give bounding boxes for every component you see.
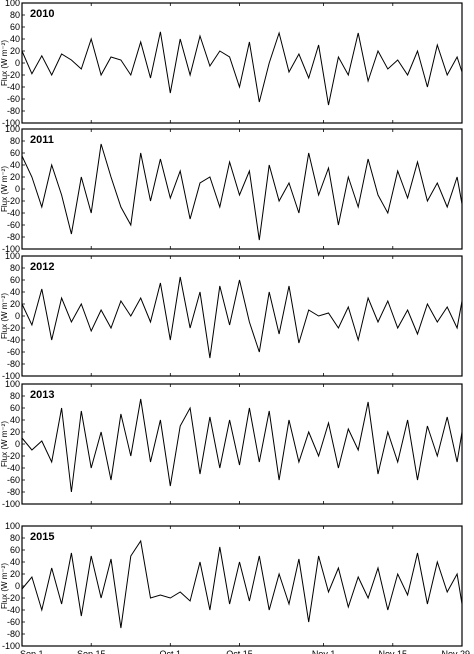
panel-frame [21, 255, 463, 377]
y-tick-label: 0 [15, 184, 20, 194]
x-tick-label: Oct 15 [226, 649, 253, 654]
y-tick-label: 40 [10, 160, 20, 170]
y-tick-label: -60 [7, 617, 20, 627]
y-tick-label: 80 [10, 533, 20, 543]
y-tick-label: -80 [7, 359, 20, 369]
y-tick-label: -100 [2, 499, 20, 509]
y-tick-label: -40 [7, 605, 20, 615]
y-tick-label: 40 [10, 557, 20, 567]
y-tick-label: 100 [5, 251, 20, 261]
y-tick-label: 100 [5, 521, 20, 531]
y-tick-label: 80 [10, 136, 20, 146]
series-line [21, 398, 463, 493]
x-tick-label: Nov 29 [441, 649, 470, 654]
y-tick-label: 40 [10, 287, 20, 297]
y-tick-label: 40 [10, 415, 20, 425]
y-tick-label: 20 [10, 569, 20, 579]
x-tick-label: Oct 1 [160, 649, 182, 654]
y-tick-label: -100 [2, 641, 20, 651]
series-line [21, 539, 463, 629]
y-tick-label: 80 [10, 263, 20, 273]
y-tick-label: 0 [15, 439, 20, 449]
y-tick-label: -80 [7, 487, 20, 497]
y-tick-label: -60 [7, 94, 20, 104]
y-tick-label: -80 [7, 106, 20, 116]
y-tick-label: -100 [2, 244, 20, 254]
y-tick-label: 60 [10, 275, 20, 285]
y-tick-label: -40 [7, 82, 20, 92]
y-tick-label: -20 [7, 70, 20, 80]
y-axis-label: Flux (W m⁻²) [0, 421, 9, 467]
x-tick-label: Nov 1 [312, 649, 336, 654]
y-tick-label: 60 [10, 545, 20, 555]
y-tick-label: 100 [5, 124, 20, 134]
panel-year-label: 2013 [30, 389, 54, 401]
y-tick-label: -80 [7, 232, 20, 242]
y-tick-label: 0 [15, 581, 20, 591]
y-tick-label: 20 [10, 299, 20, 309]
y-tick-label: -60 [7, 220, 20, 230]
y-tick-label: -40 [7, 463, 20, 473]
panel-year-label: 2015 [30, 531, 54, 543]
y-tick-label: -20 [7, 593, 20, 603]
y-tick-label: 40 [10, 34, 20, 44]
y-axis-label: Flux (W m⁻²) [0, 293, 9, 339]
panel-frame [21, 2, 463, 124]
y-tick-label: 20 [10, 172, 20, 182]
panel-year-label: 2011 [30, 134, 54, 146]
x-tick-label: Sep 1 [20, 649, 44, 654]
x-tick-label: Sep 15 [77, 649, 106, 654]
x-tick-label: Nov 15 [379, 649, 408, 654]
y-axis-label: Flux (W m⁻²) [0, 40, 9, 86]
y-axis-label: Flux (W m⁻²) [0, 563, 9, 609]
panel-frame [21, 525, 463, 647]
y-tick-label: 20 [10, 46, 20, 56]
y-tick-label: 0 [15, 311, 20, 321]
series-line [21, 143, 463, 241]
y-tick-label: -60 [7, 475, 20, 485]
y-tick-label: 0 [15, 58, 20, 68]
y-tick-label: -20 [7, 196, 20, 206]
y-tick-label: 80 [10, 10, 20, 20]
y-tick-label: -20 [7, 451, 20, 461]
y-tick-label: -80 [7, 629, 20, 639]
y-tick-label: -40 [7, 335, 20, 345]
y-tick-label: -100 [2, 118, 20, 128]
panel-year-label: 2012 [30, 261, 54, 273]
series-line [21, 31, 463, 106]
y-tick-label: 60 [10, 22, 20, 32]
y-tick-label: -20 [7, 323, 20, 333]
y-tick-label: 20 [10, 427, 20, 437]
y-tick-label: 80 [10, 391, 20, 401]
y-tick-label: 60 [10, 403, 20, 413]
y-tick-label: 100 [5, 379, 20, 389]
panel-year-label: 2010 [30, 8, 54, 20]
y-axis-label: Flux (W m⁻²) [0, 166, 9, 212]
series-line [21, 276, 463, 359]
panel-frame [21, 383, 463, 505]
y-tick-label: -100 [2, 371, 20, 381]
y-tick-label: 100 [5, 0, 20, 8]
y-tick-label: 60 [10, 148, 20, 158]
y-tick-label: -40 [7, 208, 20, 218]
y-tick-label: -60 [7, 347, 20, 357]
